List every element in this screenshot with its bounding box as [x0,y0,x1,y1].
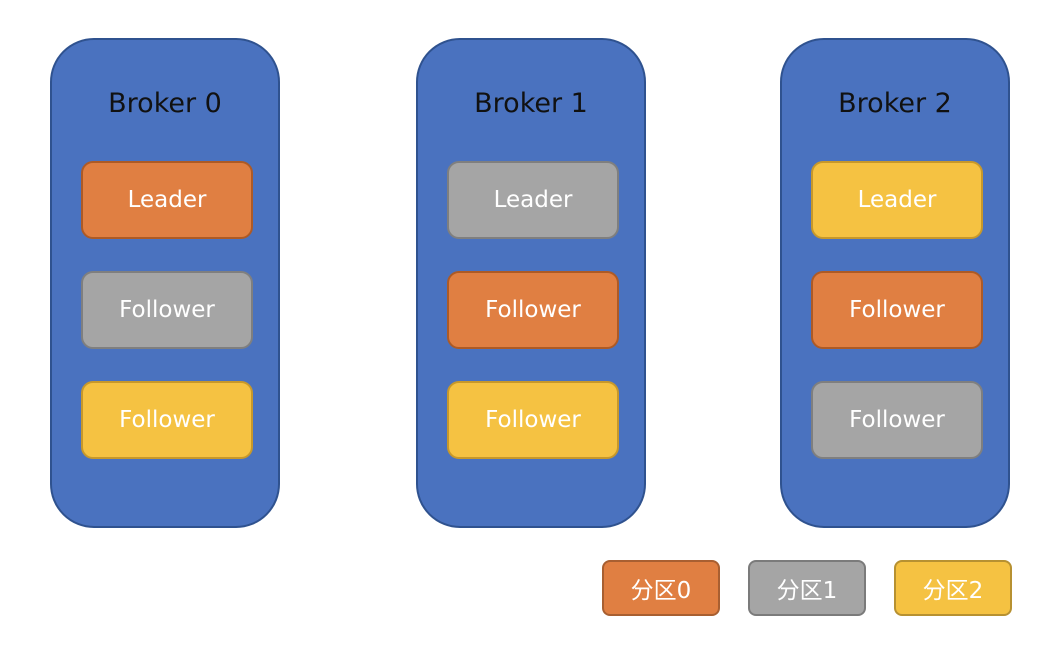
broker-title: Broker 2 [838,88,952,119]
replica-follower: Follower [81,381,253,459]
legend-partition-2: 分区2 [894,560,1012,616]
replica-leader: Leader [447,161,619,239]
replica-leader: Leader [81,161,253,239]
replica-follower: Follower [811,271,983,349]
legend-partition-1: 分区1 [748,560,866,616]
replica-follower: Follower [447,271,619,349]
replica-follower: Follower [447,381,619,459]
broker-2-box: Broker 2 Leader Follower Follower [780,38,1010,528]
replica-follower: Follower [81,271,253,349]
legend-partition-0: 分区0 [602,560,720,616]
broker-title: Broker 1 [474,88,588,119]
replica-leader: Leader [811,161,983,239]
broker-title: Broker 0 [108,88,222,119]
broker-1-box: Broker 1 Leader Follower Follower [416,38,646,528]
broker-0-box: Broker 0 Leader Follower Follower [50,38,280,528]
replica-follower: Follower [811,381,983,459]
